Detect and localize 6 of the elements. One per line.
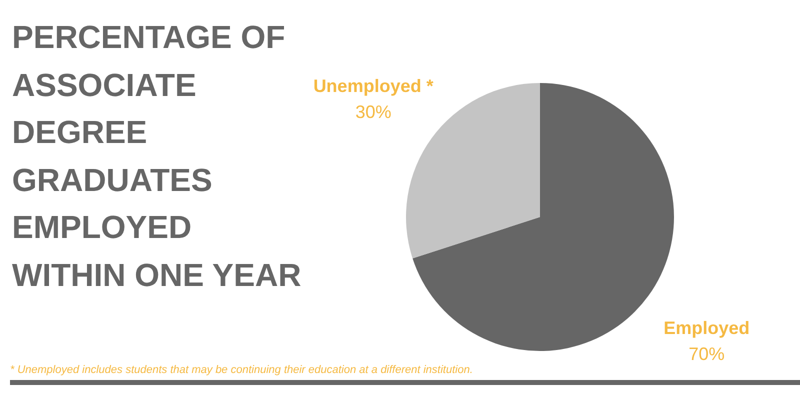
text: PERCENTAGE OF ASSOCIATE DEGREE GRADUATES EMPLOYED WITHIN ONE YEAR [12,18,302,294]
data-label: 70% [688,344,725,364]
text: * Unemployed includes students that may be continuing their education at a different institution. [10,364,473,376]
slice-label: Unemployed * [313,76,434,96]
slice-label: Employed [664,318,750,338]
data-label: 30% [355,102,392,122]
